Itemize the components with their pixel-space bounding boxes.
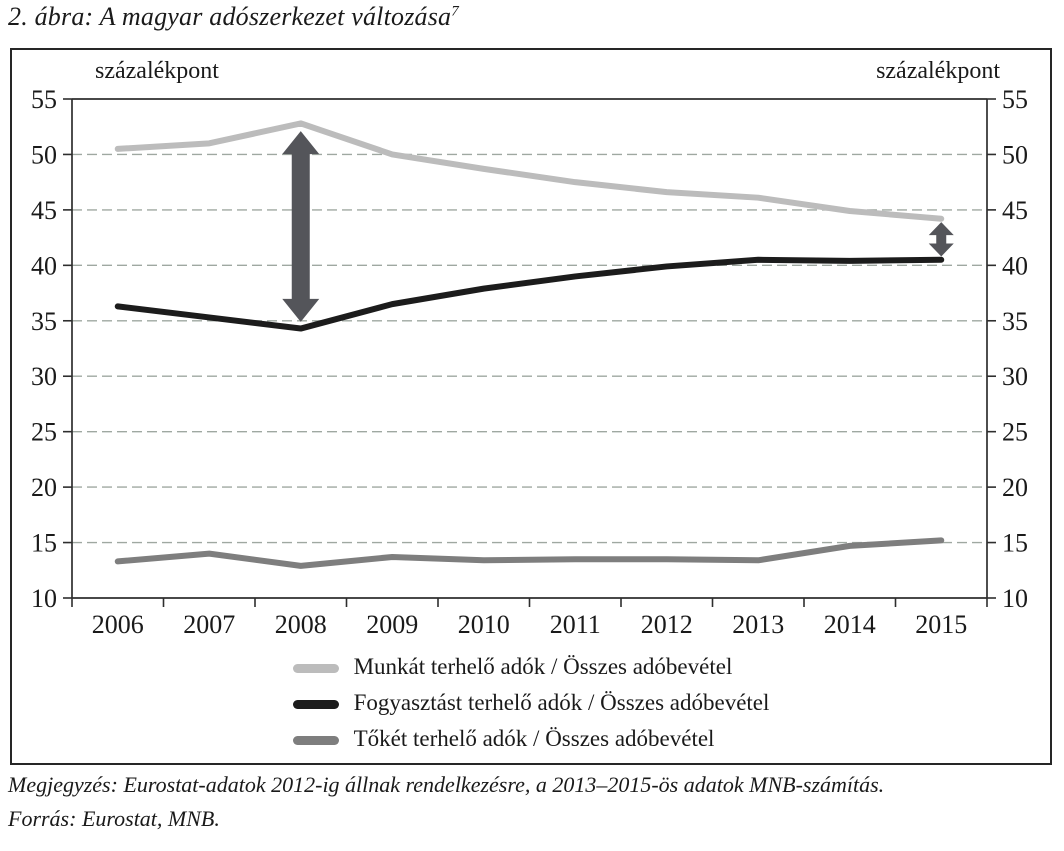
legend-label: Tőkét terhelő adók / Összes adóbevétel (353, 726, 715, 751)
x-axis-label: 2009 (366, 610, 418, 639)
y-axis-label-right: 35 (1002, 307, 1028, 336)
gap-arrow-icon-2008 (282, 131, 320, 322)
gap-arrow-icon-2015 (928, 222, 954, 257)
y-axis-label-right: 50 (1002, 140, 1028, 169)
chart-legend: Munkát terhelő adók / Összes adóbevétel F… (12, 654, 1050, 752)
y-axis-label-left: 10 (31, 584, 57, 613)
y-axis-label-left: 50 (31, 140, 57, 169)
x-axis-label: 2010 (458, 610, 510, 639)
y-axis-label-left: 30 (31, 362, 57, 391)
legend-rows: Munkát terhelő adók / Összes adóbevétel F… (292, 654, 770, 752)
legend-label: Munkát terhelő adók / Összes adóbevétel (353, 654, 733, 679)
x-axis-label: 2015 (915, 610, 967, 639)
y-axis-label-right: 15 (1002, 529, 1028, 558)
note-megjegyzes: Megjegyzés: Eurostat-adatok 2012-ig álln… (8, 772, 885, 797)
y-axis-label-right: 40 (1002, 251, 1028, 280)
chart-frame: 10 10 15 15 20 20 25 25 30 30 35 35 40 40 45 45 50 50 55 55… (10, 48, 1052, 765)
legend-label: Fogyasztást terhelő adók / Összes adóbev… (353, 690, 770, 715)
series-line-fogyasztast (114, 256, 945, 332)
y-axis-label-left: 20 (31, 473, 57, 502)
figure-title-footnote-marker: 7 (451, 3, 459, 20)
y-axis-label-left: 45 (31, 196, 57, 225)
y-axis-label-right: 30 (1002, 362, 1028, 391)
y-axis-label-left: 55 (31, 85, 57, 114)
x-axis-label: 2014 (824, 610, 876, 639)
note-forras: Forrás: Eurostat, MNB. (8, 806, 220, 831)
series-line-toket (114, 537, 945, 569)
y-axis-unit-right: százalékpont (876, 58, 1000, 84)
legend-swatch-icon (292, 663, 339, 673)
legend-item-toket: Tőkét terhelő adók / Összes adóbevétel (292, 726, 770, 752)
legend-item-fogyasztast: Fogyasztást terhelő adók / Összes adóbev… (292, 690, 770, 716)
y-axis-label-right: 20 (1002, 473, 1028, 502)
series-line-munkat (114, 120, 945, 222)
line-chart: 10 10 15 15 20 20 25 25 30 30 35 35 40 40 45 45 50 50 55 55… (31, 85, 1028, 639)
x-axis-label: 2013 (732, 610, 784, 639)
y-axis-label-right: 45 (1002, 196, 1028, 225)
y-axis-label-left: 15 (31, 529, 57, 558)
figure-title-text: 2. ábra: A magyar adószerkezet változása (8, 2, 452, 31)
x-axis-label: 2011 (550, 610, 601, 639)
y-axis-label-left: 25 (31, 418, 57, 447)
y-axis-label-left: 35 (31, 307, 57, 336)
x-axis-label: 2007 (183, 610, 235, 639)
y-axis-label-right: 25 (1002, 418, 1028, 447)
y-axis-label-right: 10 (1002, 584, 1028, 613)
x-axis-label: 2012 (641, 610, 693, 639)
x-axis-label: 2008 (275, 610, 327, 639)
y-axis-label-left: 40 (31, 251, 57, 280)
y-axis-unit-left: százalékpont (95, 58, 219, 84)
figure-title: 2. ábra: A magyar adószerkezet változása… (8, 2, 459, 32)
y-axis-label-right: 55 (1002, 85, 1028, 114)
legend-swatch-icon (292, 699, 339, 709)
x-axis-label: 2006 (92, 610, 144, 639)
legend-item-munkat: Munkát terhelő adók / Összes adóbevétel (292, 654, 770, 680)
legend-swatch-icon (292, 735, 339, 745)
